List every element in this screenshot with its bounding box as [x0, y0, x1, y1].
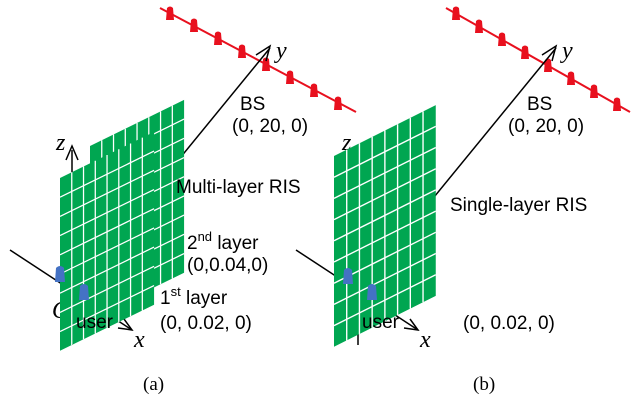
ris-coordinate: (0, 0.02, 0)	[463, 313, 555, 334]
bs-antenna-icon	[238, 44, 246, 58]
caption-b: (b)	[473, 374, 495, 395]
bs-coordinate: (0, 20, 0)	[508, 116, 584, 137]
user-antenna-icon	[343, 268, 353, 284]
x-axis-label: x	[133, 327, 145, 353]
ris-label: Multi-layer RIS	[176, 177, 301, 198]
z-axis-label: z	[55, 130, 66, 156]
bs-antenna-icon	[498, 32, 506, 46]
panel-a: z x y O BS (0, 20, 0) Multi-layer RIS 2n…	[9, 6, 357, 395]
bs-antenna-icon	[521, 45, 529, 59]
bs-antenna-icon	[190, 18, 198, 32]
ris-label: Single-layer RIS	[450, 195, 587, 216]
user-label: user	[362, 312, 400, 333]
y-axis-label: y	[560, 38, 573, 64]
bs-antenna-icon	[286, 70, 294, 84]
layer-2-label: 2nd layer	[187, 229, 259, 254]
bs-coordinate: (0, 20, 0)	[232, 116, 308, 137]
layer-1-coordinate: (0, 0.02, 0)	[160, 313, 252, 334]
y-axis-label: y	[274, 38, 287, 64]
panel-b: z x y O BS (0, 20, 0) Single-layer RIS (…	[295, 6, 631, 395]
caption-a: (a)	[143, 374, 164, 395]
user-label: user	[76, 312, 114, 333]
bs-antenna-icon	[310, 83, 318, 97]
user-antenna-icon	[367, 284, 377, 300]
bs-antenna-icon	[334, 96, 342, 110]
bs-array	[445, 6, 631, 113]
x-axis-label: x	[419, 327, 431, 353]
layer-2-coordinate: (0,0.04,0)	[187, 255, 268, 276]
bs-array	[159, 6, 357, 113]
bs-antenna-icon	[166, 6, 174, 20]
bs-antenna-icon	[214, 31, 222, 45]
bs-antenna-icon	[590, 84, 598, 98]
user-antenna-icon	[55, 266, 65, 282]
bs-antenna-icon	[613, 97, 621, 111]
bs-antenna-icon	[567, 71, 575, 85]
bs-label: BS	[240, 94, 265, 115]
layer-1-label: 1st layer	[160, 284, 228, 309]
bs-antenna-icon	[452, 6, 460, 20]
bs-antenna-icon	[475, 19, 483, 33]
bs-label: BS	[527, 94, 552, 115]
user-antenna-icon	[79, 284, 89, 300]
z-axis-label: z	[341, 130, 352, 156]
